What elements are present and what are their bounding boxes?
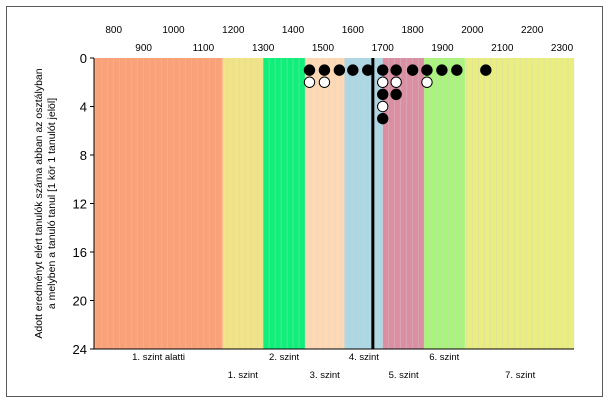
data-point-hollow [377,76,389,88]
data-point-hollow [377,100,389,113]
x-tick-label: 2000 [461,25,484,36]
x-tick-label: 1300 [252,43,275,54]
y-tick-label: 20 [73,294,87,309]
level-band-3 [263,58,306,349]
x-tick-label: 1700 [372,43,395,54]
level-label: 7. szint [505,370,535,381]
x-tick-label: 1200 [222,25,245,36]
y-tick-label: 16 [73,245,87,260]
data-point-filled [451,64,463,76]
data-point-filled [377,64,389,76]
x-tick-label: 1400 [282,25,305,36]
data-point-hollow [303,76,316,88]
x-tick-label: 1600 [342,25,365,36]
level-band-8 [464,58,574,349]
x-tick-label: 2100 [491,43,514,54]
level-label: 3. szint [310,370,340,381]
x-tick-label: 1500 [312,43,335,54]
level-bands [94,58,574,349]
y-tick-label: 0 [80,51,87,66]
y-axis-title-line-2: a melyben a tanuló tanul [1 kör 1 tanuló… [46,98,58,309]
y-tick-label: 12 [73,197,87,212]
level-label: 5. szint [389,370,419,381]
data-point-filled [362,64,374,76]
grid [95,58,575,349]
chart-frame: 0 4 8 12 16 20 24 800 1000 1200 1400 1600 1800 2000 22… [6,6,603,397]
level-label: 6. szint [429,352,459,363]
level-labels: 1. szint alatti 2. szint 4. szint 6. szint 1… [132,352,535,381]
level-label: 1. szint [228,370,258,381]
data-point-hollow [318,76,331,88]
level-band-4 [305,58,345,349]
level-band-7 [423,58,465,349]
x-tick-label: 800 [105,25,122,36]
data-point-filled [406,64,419,76]
y-tick-label: 4 [80,100,87,115]
data-point-filled [421,64,433,76]
x-tick-label: 1900 [431,43,454,54]
level-label: 1. szint alatti [132,352,185,363]
data-point-filled [303,64,316,76]
level-band-5 [344,58,383,349]
data-point-filled [390,64,402,76]
axes [90,57,574,350]
data-point-filled [377,112,389,125]
data-point-filled [480,64,492,76]
level-label: 2. szint [269,352,299,363]
data-point-filled [390,88,402,101]
x-tick-label: 1800 [401,25,424,36]
y-tick-label: 8 [80,148,87,163]
data-point-filled [333,64,346,76]
level-band-1 [94,58,223,349]
x-tick-label: 1000 [162,25,185,36]
data-points [303,64,492,125]
level-label: 4. szint [349,352,379,363]
data-point-filled [377,88,389,101]
x-tick-label: 900 [135,43,152,54]
x-tick-label: 2300 [551,43,574,54]
tick-labels: 0 4 8 12 16 20 24 800 1000 1200 1400 1600 1800 2000 22… [73,25,574,357]
level-band-6 [382,58,424,349]
y-axis-title: Adott eredményt elért tanulók száma abba… [33,68,58,338]
x-tick-label: 2200 [521,25,544,36]
scatter-chart: 0 4 8 12 16 20 24 800 1000 1200 1400 1600 1800 2000 22… [33,25,575,381]
data-point-filled [436,64,448,76]
x-tick-label: 1100 [193,43,215,54]
data-point-hollow [390,76,402,88]
data-point-filled [318,64,331,76]
y-tick-label: 24 [73,342,87,357]
data-point-hollow [421,76,433,88]
level-band-2 [222,58,264,349]
data-point-filled [347,64,359,76]
y-axis-title-line-1: Adott eredményt elért tanulók száma abba… [33,68,45,338]
